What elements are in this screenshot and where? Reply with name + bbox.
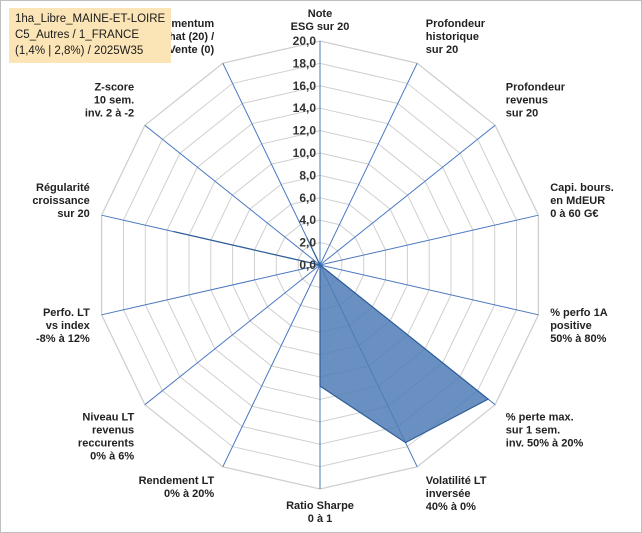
axis-label: Niveau LT revenus reccurents 0% à 6% bbox=[78, 411, 135, 462]
tick-label: 12,0 bbox=[293, 124, 317, 138]
tick-label: 8,0 bbox=[299, 168, 316, 182]
tick-label: 20,0 bbox=[293, 34, 317, 48]
tick-label: 0,0 bbox=[299, 258, 316, 272]
axis-label: Note ESG sur 20 bbox=[291, 8, 350, 33]
axis-spoke bbox=[144, 124, 321, 266]
axis-spoke bbox=[319, 214, 539, 266]
series-area bbox=[173, 231, 490, 444]
axis-spoke bbox=[319, 62, 418, 266]
axis-label: Perfo. LT vs index -8% à 12% bbox=[36, 307, 91, 345]
series-layer bbox=[173, 231, 490, 444]
axis-spoke bbox=[319, 124, 496, 266]
axis-label: Ratio Sharpe 0 à 1 bbox=[286, 500, 354, 525]
axis-label: % perfo 1A positive 50% à 80% bbox=[550, 307, 608, 345]
axis-spoke bbox=[144, 264, 321, 406]
axis-label: Profondeur revenus sur 20 bbox=[506, 82, 566, 120]
axis-label: Capi. bours. en MdEUR 0 à 60 G€ bbox=[550, 182, 614, 220]
tick-label: 14,0 bbox=[293, 101, 317, 115]
axis-label: Rendement LT 0% à 20% bbox=[139, 475, 215, 500]
tick-label: 6,0 bbox=[299, 191, 316, 205]
axis-label: Régularité croissance sur 20 bbox=[32, 182, 89, 220]
axis-label: Z-score 10 sem. inv. 2 à -2 bbox=[85, 82, 134, 120]
axis-label: Profondeur historique sur 20 bbox=[426, 18, 486, 56]
axis-label: % perte max. sur 1 sem. inv. 50% à 20% bbox=[506, 411, 584, 449]
axis-spoke bbox=[222, 264, 321, 468]
tick-label: 4,0 bbox=[299, 213, 316, 227]
info-box: 1ha_Libre_MAINE-ET-LOIRE C5_Autres / 1_F… bbox=[9, 8, 172, 63]
axis-spoke bbox=[222, 62, 321, 266]
tick-label: 10,0 bbox=[293, 146, 317, 160]
tick-labels-layer: 0,0 2,0 4,0 6,0 8,0 10,0 12,0 14,0 16,0 18,0 20,0 bbox=[293, 34, 317, 272]
info-line-3: (1,4% | 2,8%) / 2025W35 bbox=[15, 45, 144, 57]
axis-spoke bbox=[101, 264, 321, 316]
tick-label: 16,0 bbox=[293, 79, 317, 93]
axis-spoke bbox=[319, 264, 539, 316]
tick-label: 18,0 bbox=[293, 56, 317, 70]
axis-label: Volatilité LT inversée 40% à 0% bbox=[426, 475, 487, 513]
axis-labels-layer: Note ESG sur 20 Profondeur historique sur 20… bbox=[32, 8, 613, 525]
info-line-2: C5_Autres / 1_FRANCE bbox=[15, 29, 139, 41]
info-line-1: 1ha_Libre_MAINE-ET-LOIRE bbox=[15, 13, 166, 25]
tick-label: 2,0 bbox=[299, 236, 316, 250]
